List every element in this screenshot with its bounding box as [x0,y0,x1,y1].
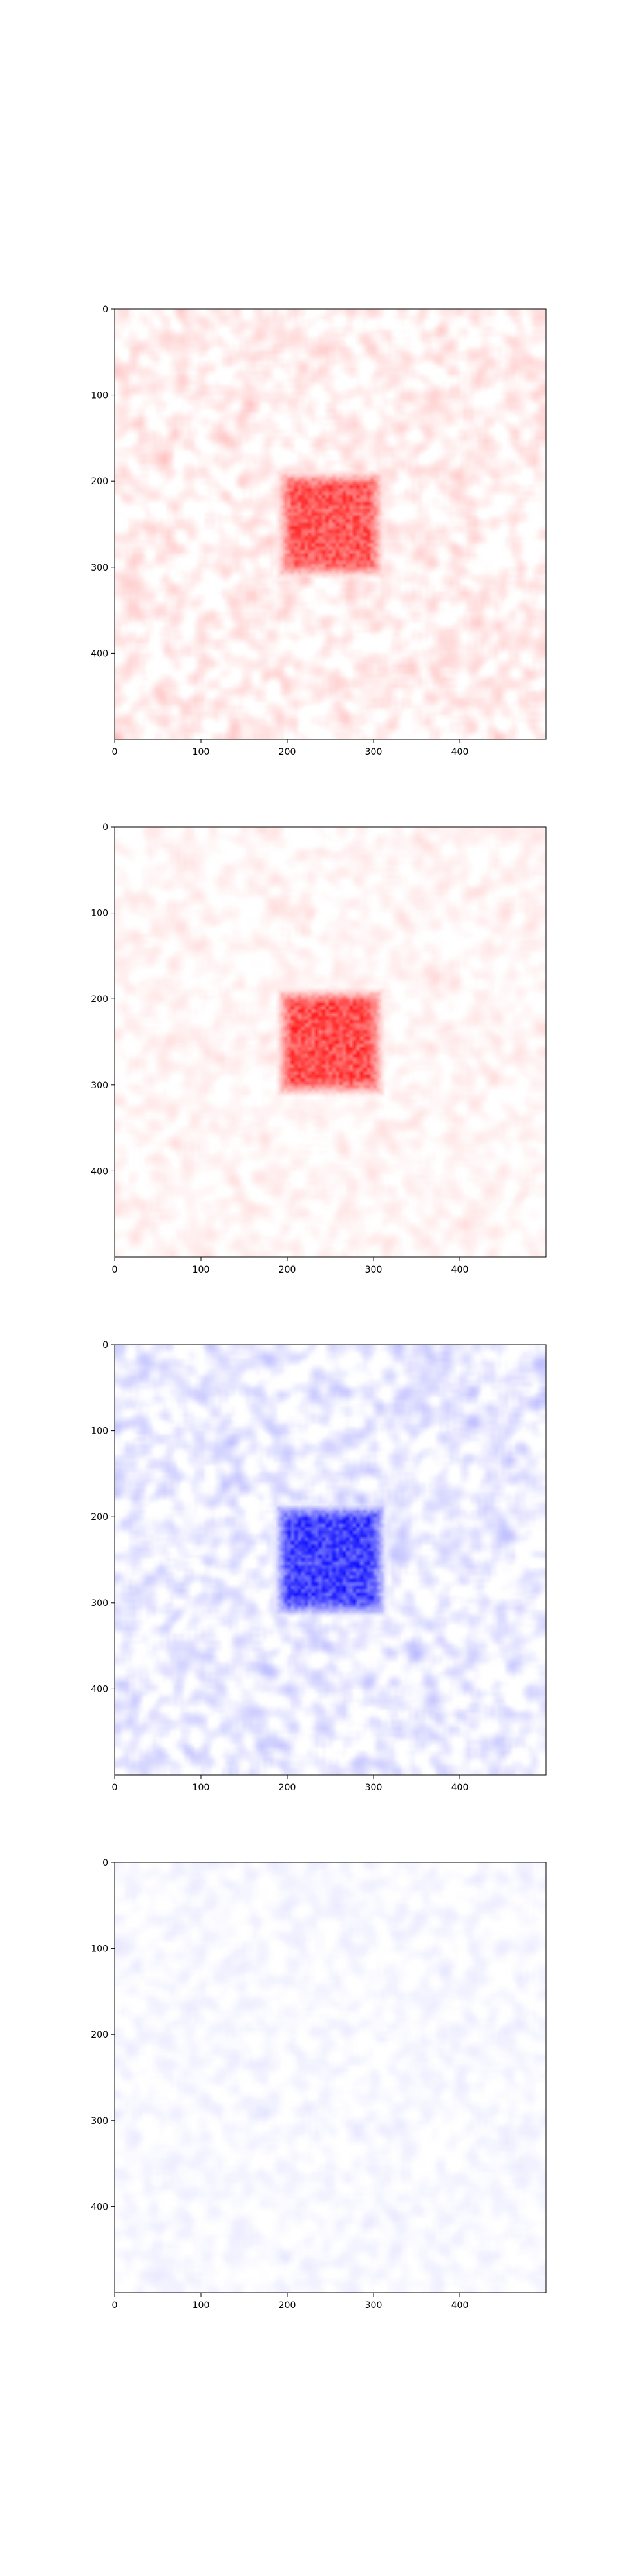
x-tick-label: 0 [112,2300,118,2311]
heatmap-image [115,309,546,739]
axes-frame [114,308,547,740]
x-tick-label: 0 [112,747,118,757]
y-tick-label: 0 [102,305,108,315]
y-tick-label: 300 [91,1081,108,1091]
y-tick-label: 400 [91,649,108,659]
heatmap-image [115,1862,546,2293]
heatmap-panel-3: 0 100 200 300 400 0 100 200 300 400 [91,1340,547,1793]
y-tick-label: 200 [91,1512,108,1522]
heatmap-panel-4: 0 100 200 300 400 0 100 200 300 400 [91,1858,547,2311]
x-tick-label: 300 [365,747,383,757]
x-tick-label: 100 [193,1265,210,1275]
y-tick-label: 200 [91,994,108,1005]
x-tick-label: 400 [451,1783,469,1793]
axes-frame [114,1862,547,2293]
axes-frame [114,1344,547,1776]
x-tick-label: 0 [112,1783,118,1793]
heatmap-panel-1: 0 100 200 300 400 0 100 200 300 400 [91,305,547,757]
axes-frame [114,826,547,1258]
heatmap-image [115,827,546,1257]
y-tick-label: 0 [102,1858,108,1868]
y-tick-label: 400 [91,1166,108,1177]
y-tick-label: 400 [91,2202,108,2212]
x-tick-label: 100 [193,1783,210,1793]
x-tick-label: 100 [193,747,210,757]
y-tick-label: 100 [91,1426,108,1437]
x-tick-label: 200 [279,747,296,757]
x-tick-label: 300 [365,1783,383,1793]
x-tick-label: 200 [279,1265,296,1275]
x-tick-label: 0 [112,1265,118,1275]
x-tick-label: 200 [279,2300,296,2311]
x-tick-label: 400 [451,2300,469,2311]
x-tick-label: 200 [279,1783,296,1793]
y-tick-label: 0 [102,1340,108,1350]
x-tick-label: 100 [193,2300,210,2311]
y-tick-label: 100 [91,909,108,919]
y-tick-label: 400 [91,1684,108,1694]
y-tick-label: 200 [91,477,108,487]
y-tick-label: 0 [102,822,108,833]
x-tick-label: 400 [451,1265,469,1275]
y-tick-label: 300 [91,2116,108,2126]
y-tick-label: 200 [91,2030,108,2040]
heatmap-panel-2: 0 100 200 300 400 0 100 200 300 400 [91,822,547,1275]
y-tick-label: 300 [91,563,108,573]
x-tick-label: 300 [365,2300,383,2311]
x-tick-label: 300 [365,1265,383,1275]
y-tick-label: 100 [91,1944,108,1955]
y-tick-label: 300 [91,1598,108,1609]
x-tick-label: 400 [451,747,469,757]
y-tick-label: 100 [91,391,108,401]
heatmap-image [115,1345,546,1775]
